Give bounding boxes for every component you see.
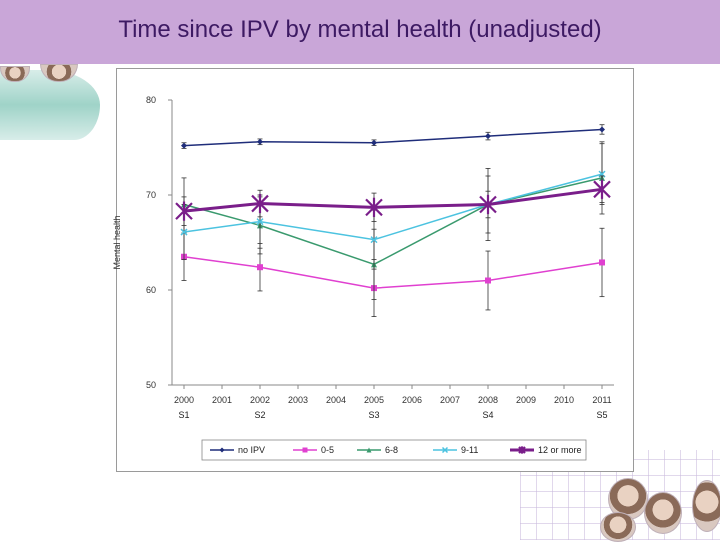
x-tick-label: 2009: [516, 395, 536, 405]
series-0-5: [181, 227, 605, 318]
data-point: [302, 447, 308, 453]
chart-frame: [116, 68, 634, 472]
x-tick-label: 2011: [592, 395, 611, 405]
x-tick-label: 2006: [402, 395, 422, 405]
data-point: [257, 138, 263, 145]
data-point: [256, 218, 264, 226]
wave-label: S2: [254, 410, 265, 420]
portrait-photo: [644, 492, 682, 534]
wave-label: S1: [178, 410, 189, 420]
legend-box: [201, 439, 587, 461]
slide-title: Time since IPV by mental health (unadjus…: [118, 16, 602, 43]
legend-label: 0-5: [321, 445, 334, 455]
series-line: [183, 128, 603, 147]
legend: no IPV 0-5 6-8 9-11 12 or more: [201, 439, 587, 461]
x-tick-label: 2005: [364, 395, 384, 405]
legend-entry: 12 or more: [510, 445, 582, 455]
wave-label: S3: [368, 410, 379, 420]
y-tick-label: 60: [146, 285, 156, 295]
portrait-photo: [692, 480, 720, 532]
data-point: [181, 142, 187, 149]
legend-entry: 0-5: [293, 445, 334, 455]
data-point: [479, 194, 497, 215]
series-layer: [175, 124, 611, 318]
x-tick-label: 2004: [326, 395, 346, 405]
x-tick-label: 2008: [478, 395, 498, 405]
data-point: [365, 197, 383, 217]
data-point: [251, 193, 269, 214]
y-tick-label: 50: [146, 380, 156, 390]
data-point: [175, 201, 193, 221]
x-tick-label: 2000: [174, 395, 194, 405]
series-6-8: [181, 141, 605, 300]
legend-label: no IPV: [238, 445, 265, 455]
data-point: [441, 446, 449, 454]
wave-label: S4: [482, 410, 493, 420]
legend-entry: 6-8: [357, 445, 398, 455]
series-line: [183, 256, 603, 289]
data-point: [257, 264, 263, 271]
x-tick-label: 2003: [288, 395, 308, 405]
data-point: [485, 133, 491, 140]
legend-label: 6-8: [385, 445, 398, 455]
series-no-IPV: [181, 124, 605, 149]
data-point: [485, 277, 491, 284]
series-12-or-more: [175, 175, 611, 226]
legend-label: 12 or more: [538, 445, 582, 455]
title-bar: Time since IPV by mental health (unadjus…: [0, 0, 720, 64]
y-axis-label: Mental health: [112, 215, 122, 269]
x-tick-label: 2002: [250, 395, 270, 405]
data-point: [180, 228, 188, 236]
legend-label: 9-11: [461, 445, 478, 455]
wave-label: S5: [596, 410, 607, 420]
data-point: [599, 126, 605, 133]
data-point: [366, 447, 372, 453]
legend-entry: no IPV: [210, 445, 265, 455]
legend-entry: 9-11: [433, 445, 478, 455]
data-point: [599, 259, 605, 266]
y-tick-label: 80: [146, 95, 156, 105]
x-tick-label: 2001: [212, 395, 232, 405]
y-tick-label: 70: [146, 190, 156, 200]
data-point: [219, 447, 225, 453]
data-point: [593, 179, 611, 199]
axes: 50 60 70 80 2000 2001 2002 2003 2004 2005 2006 2007…: [112, 95, 614, 420]
data-point: [518, 446, 526, 454]
x-tick-label: 2007: [440, 395, 460, 405]
x-tick-label: 2010: [554, 395, 574, 405]
data-point: [371, 139, 377, 146]
data-point: [370, 236, 378, 244]
